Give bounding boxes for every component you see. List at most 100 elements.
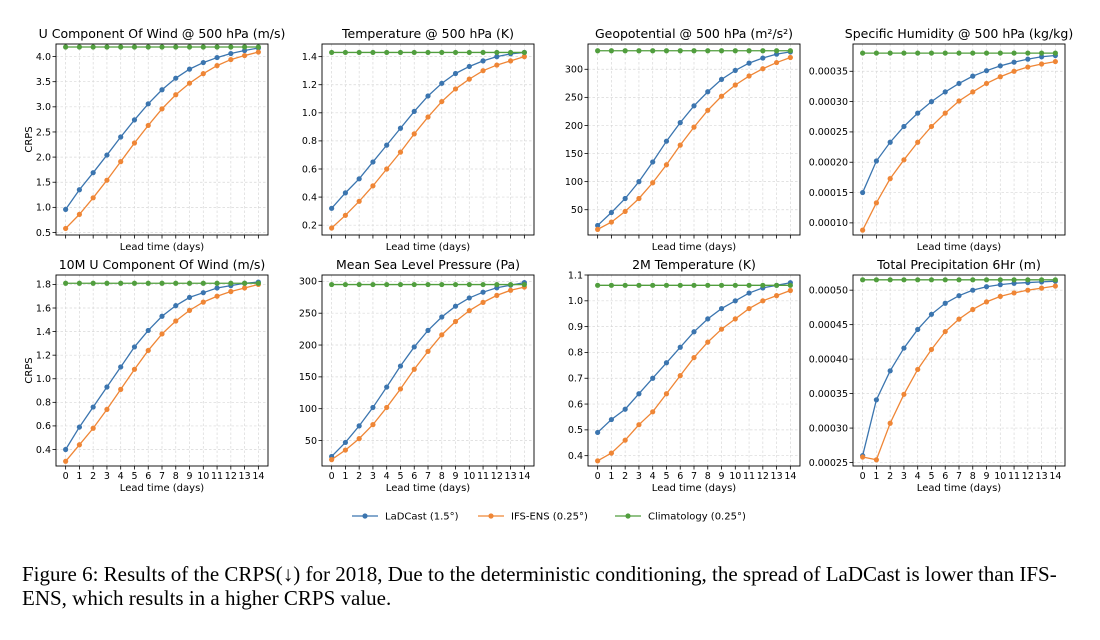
data-point: [329, 205, 335, 211]
data-point: [90, 170, 96, 176]
data-point: [718, 326, 725, 332]
data-point: [915, 326, 921, 333]
data-point: [494, 62, 500, 68]
data-point: [439, 49, 445, 56]
plot-frame: [587, 274, 801, 467]
x-tick-label: 6: [942, 471, 948, 482]
panel-title: Temperature @ 500 hPa (K): [341, 26, 514, 41]
data-point: [131, 117, 138, 123]
x-tick-label: 13: [771, 471, 783, 482]
y-tick-label: 0.8: [302, 136, 317, 147]
data-point: [241, 44, 248, 50]
data-point: [63, 225, 69, 232]
y-tick-label: 1.0: [36, 203, 51, 214]
x-tick-label: 2: [622, 471, 628, 482]
data-point: [1025, 287, 1031, 293]
data-point: [480, 49, 486, 56]
chart-panel: 0 1 2 3 4 5 6 7 8 9 10 11 12 13 140.000250.000300.0003…: [809, 257, 1066, 494]
data-point: [425, 327, 431, 333]
y-tick-label: 0.6: [36, 421, 51, 432]
chart-panel: 0 1 2 3 4 5 6 7 8 9 10 11 12 13 1450100150200250300Mea…: [299, 257, 535, 494]
data-point: [956, 293, 962, 299]
data-point: [159, 106, 165, 112]
data-point: [411, 49, 417, 56]
x-tick-label: 1: [342, 471, 348, 482]
data-point: [90, 280, 96, 286]
data-point: [104, 384, 110, 390]
data-point: [76, 187, 83, 193]
y-tick-label: 1.1: [568, 270, 583, 281]
data-point: [466, 76, 472, 82]
legend-marker: [362, 513, 368, 519]
x-tick-label: 5: [397, 471, 403, 482]
data-point: [200, 280, 206, 286]
data-point: [677, 282, 683, 288]
data-point: [439, 281, 445, 288]
data-point: [887, 176, 893, 182]
data-point: [760, 48, 766, 54]
legend-marker: [488, 513, 494, 519]
data-point: [90, 425, 96, 431]
data-point: [760, 66, 766, 72]
y-tick-label: 0.00030: [809, 97, 848, 108]
data-point: [1025, 50, 1031, 56]
data-point: [718, 305, 725, 312]
data-point: [691, 282, 697, 288]
y-tick-label: 3.0: [36, 102, 51, 113]
data-point: [1038, 285, 1045, 291]
x-axis-label: Lead time (days): [917, 242, 1001, 253]
panel-title: Total Precipitation 6Hr (m): [876, 257, 1041, 272]
data-point: [76, 280, 83, 286]
y-tick-label: 0.00025: [809, 127, 848, 138]
data-point: [622, 406, 628, 412]
data-point: [411, 344, 417, 350]
data-point: [439, 80, 445, 86]
data-point: [942, 89, 948, 95]
chart-panel: 0 1 2 3 4 5 6 7 8 9 10 11 12 13 140.40.50.60.70.80.91.…: [568, 257, 801, 494]
data-point: [118, 134, 124, 140]
x-tick-label: 6: [677, 471, 683, 482]
data-point: [705, 107, 711, 113]
data-point: [186, 66, 193, 72]
data-point: [773, 282, 780, 288]
data-point: [384, 281, 390, 288]
x-tick-label: 14: [252, 471, 264, 482]
data-point: [873, 457, 880, 463]
data-point: [384, 142, 390, 148]
y-tick-label: 0.00015: [809, 188, 848, 199]
x-tick-label: 4: [650, 471, 656, 482]
figure-caption: Figure 6: Results of the CRPS(↓) for 201…: [22, 562, 1057, 610]
data-point: [663, 138, 670, 144]
data-point: [860, 189, 866, 196]
y-tick-label: 0.00030: [809, 423, 848, 434]
panel-title: 2M Temperature (K): [632, 257, 756, 272]
data-point: [200, 290, 206, 296]
plot-frame: [321, 274, 535, 467]
x-tick-label: 14: [1049, 471, 1061, 482]
y-tick-label: 50: [305, 436, 317, 447]
data-point: [595, 282, 601, 288]
data-point: [787, 54, 793, 61]
plot-frame: [321, 43, 535, 236]
data-point: [942, 277, 948, 283]
data-point: [425, 93, 431, 99]
data-point: [118, 159, 124, 165]
data-point: [746, 305, 752, 312]
y-tick-label: 0.5: [568, 425, 583, 436]
data-point: [915, 50, 921, 56]
data-point: [159, 44, 165, 50]
x-axis-label: Lead time (days): [120, 483, 204, 494]
x-tick-label: 10: [463, 471, 475, 482]
data-point: [104, 406, 110, 413]
data-point: [131, 366, 138, 372]
data-point: [452, 49, 459, 56]
data-point: [494, 292, 500, 298]
y-tick-label: 0.8: [568, 348, 583, 359]
x-tick-label: 13: [505, 471, 517, 482]
y-tick-label: 300: [565, 65, 583, 76]
data-point: [214, 293, 220, 299]
data-point: [760, 282, 766, 288]
data-point: [732, 298, 738, 304]
data-point: [1011, 68, 1017, 74]
legend-label: Climatology (0.25°): [648, 512, 746, 523]
